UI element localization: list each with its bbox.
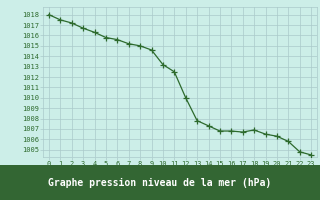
Text: Graphe pression niveau de la mer (hPa): Graphe pression niveau de la mer (hPa) — [48, 177, 272, 188]
